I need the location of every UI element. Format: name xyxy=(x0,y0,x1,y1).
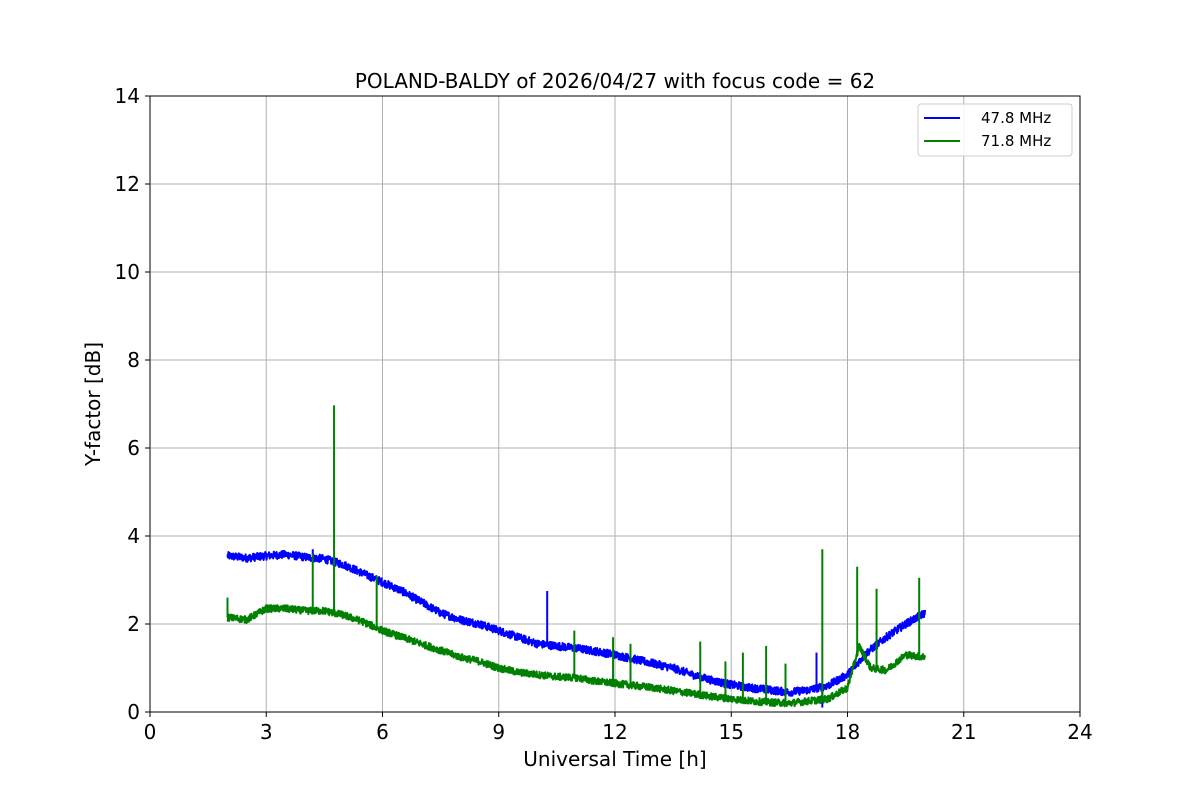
y-axis-label: Y-factor [dB] xyxy=(81,342,105,467)
y-tick-label: 0 xyxy=(127,700,140,724)
y-tick-label: 12 xyxy=(115,172,140,196)
legend-label-47-8-mhz: 47.8 MHz xyxy=(981,109,1051,127)
x-tick-label: 3 xyxy=(260,720,273,744)
y-tick-label: 2 xyxy=(127,612,140,636)
legend-label-71-8-mhz: 71.8 MHz xyxy=(981,132,1051,150)
y-tick-label: 14 xyxy=(115,84,140,108)
y-tick-label: 10 xyxy=(115,260,140,284)
x-tick-label: 12 xyxy=(602,720,627,744)
x-tick-label: 21 xyxy=(951,720,976,744)
x-tick-label: 18 xyxy=(835,720,860,744)
chart-title: POLAND-BALDY of 2026/04/27 with focus co… xyxy=(355,69,875,93)
x-tick-label: 9 xyxy=(492,720,505,744)
y-tick-label: 6 xyxy=(127,436,140,460)
y-tick-label: 4 xyxy=(127,524,140,548)
x-tick-label: 15 xyxy=(719,720,744,744)
series-line-71-8-mhz xyxy=(226,604,926,708)
y-tick-label: 8 xyxy=(127,348,140,372)
series-layer xyxy=(226,405,926,708)
x-tick-label: 24 xyxy=(1067,720,1092,744)
series-line-47-8-mhz xyxy=(226,549,926,697)
legend: 47.8 MHz 71.8 MHz xyxy=(917,103,1073,157)
series-71-8-mhz xyxy=(226,405,926,708)
x-tick-label: 0 xyxy=(144,720,157,744)
x-axis-label: Universal Time [h] xyxy=(523,747,706,771)
x-tick-label: 6 xyxy=(376,720,389,744)
